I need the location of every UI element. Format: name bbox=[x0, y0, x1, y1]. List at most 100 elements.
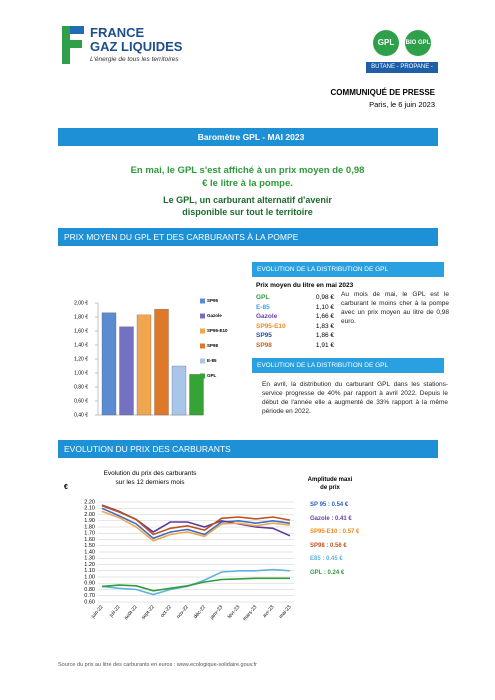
y-tick-label: 1.60 bbox=[84, 537, 95, 543]
x-tick-label: août-22 bbox=[123, 604, 139, 621]
bar bbox=[119, 326, 134, 416]
bar-chart: 0,40 € 0,60 € 0,80 € 1,00 € 1,20 € 1,40 € 1,60… bbox=[74, 298, 228, 418]
y-tick-label: 1.30 bbox=[84, 556, 95, 562]
amplitude-label: SP98 : 0.56 € bbox=[310, 542, 347, 549]
headline: En mai, le GPL s'est affiché à un prix m… bbox=[130, 165, 365, 189]
products-bar: BUTANE - PROPANE - BIOGAZ bbox=[366, 62, 438, 81]
title-bar: Baromètre GPL - MAI 2023 bbox=[58, 128, 438, 146]
table-row: GPL 0,98 € bbox=[254, 293, 336, 303]
title-line: Evolution du prix des carburants bbox=[104, 470, 198, 477]
doc-type: COMMUNIQUÉ DE PRESSE bbox=[330, 88, 435, 97]
y-tick-label: 0,40 € bbox=[74, 412, 88, 418]
table-row: SP98 1,91 € bbox=[254, 341, 336, 351]
legend-swatch bbox=[200, 343, 205, 349]
table-cell: 1,66 € bbox=[315, 313, 334, 320]
y-tick-label: 2,00 € bbox=[74, 300, 88, 306]
y-tick-label: 2.20 bbox=[84, 499, 95, 505]
source: Source du prix au litre des carburants e… bbox=[58, 662, 257, 668]
table-cell: Gazole bbox=[256, 313, 278, 320]
table-cell: 1,83 € bbox=[315, 322, 334, 330]
x-tick-label: janv-23 bbox=[208, 604, 224, 621]
y-tick-label: 0.80 bbox=[84, 587, 95, 593]
table-cell: 1,91 € bbox=[315, 341, 334, 349]
chart-title: Evolution du prix des carburants sur les … bbox=[104, 470, 198, 486]
table-cell: 1,10 € bbox=[315, 303, 334, 311]
legend-swatch bbox=[200, 328, 205, 334]
table-cell: GPL bbox=[256, 294, 270, 301]
section-bar: PRIX MOYEN DU GPL ET DES CARBURANTS À LA… bbox=[58, 228, 438, 246]
legend-label: SP98 bbox=[207, 343, 219, 348]
table-row: E-85 1,10 € bbox=[254, 303, 336, 313]
table-title: Prix moyen du litre en mai 2023 bbox=[256, 282, 354, 289]
y-tick-label: 0.90 bbox=[84, 581, 95, 587]
amplitude-label: SP 95 : 0.54 € bbox=[310, 502, 349, 508]
y-tick-label: 1,80 € bbox=[74, 314, 88, 320]
y-tick-label: 1.80 bbox=[84, 524, 95, 530]
brand: FRANCE GAZ LIQUIDES bbox=[90, 26, 182, 54]
badge: BIO GPL bbox=[405, 30, 431, 56]
legend-label: E-85 bbox=[207, 358, 217, 363]
table-row: SP95 1,86 € bbox=[254, 331, 336, 341]
legend-label: SP95 bbox=[207, 298, 219, 303]
x-tick-label: nov-22 bbox=[176, 604, 191, 620]
line-series bbox=[101, 568, 291, 596]
line-series bbox=[101, 507, 291, 540]
legend-swatch bbox=[200, 358, 205, 364]
brand-line1: FRANCE bbox=[90, 25, 145, 40]
y-tick-label: 1.20 bbox=[84, 562, 95, 568]
x-tick-label: juin-22 bbox=[90, 604, 105, 620]
x-tick-label: sept-22 bbox=[140, 604, 155, 621]
tagline: L'énergie de tous les territoires bbox=[90, 56, 179, 63]
bar bbox=[171, 365, 187, 416]
table-cell: SP98 bbox=[256, 341, 272, 349]
table-cell: 1,86 € bbox=[315, 332, 334, 339]
bar bbox=[154, 309, 169, 416]
line-series bbox=[101, 510, 291, 542]
y-tick-label: 0,60 € bbox=[74, 398, 88, 404]
table-cell: SP95-E10 bbox=[256, 322, 286, 330]
x-tick-label: juil-22 bbox=[108, 604, 122, 619]
date: Paris, le 6 juin 2023 bbox=[369, 100, 435, 109]
amplitude-label: SP95-E10 : 0.57 € bbox=[310, 529, 360, 535]
amplitude-list: SP 95 : 0.54 € Gazole : 0.41 € SP95-E10 : … bbox=[310, 502, 400, 583]
x-tick-label: déc-22 bbox=[193, 604, 208, 620]
table-cell: SP95 bbox=[256, 332, 272, 339]
line-series bbox=[101, 577, 290, 592]
table-row: SP95-E10 1,83 € bbox=[254, 322, 336, 332]
brand-line2: GAZ LIQUIDES bbox=[90, 39, 183, 54]
table-cell: 0,98 € bbox=[315, 294, 334, 301]
panel-title: EVOLUTION DE LA DISTRIBUTION DE GPL bbox=[252, 358, 444, 373]
y-tick-label: 0.60 bbox=[84, 599, 95, 605]
y-tick-label: 0,80 € bbox=[74, 384, 88, 390]
x-tick-label: févr-23 bbox=[227, 604, 242, 620]
y-tick-label: 1.00 bbox=[84, 574, 95, 580]
amplitude-label: Gazole : 0.41 € bbox=[310, 515, 352, 522]
legend-swatch bbox=[200, 373, 205, 379]
amplitude-title: Amplitude maxi de prix bbox=[307, 477, 353, 491]
bar bbox=[189, 374, 204, 416]
legend-label: SP95-E10 bbox=[207, 328, 228, 333]
y-tick-label: 2.00 bbox=[84, 512, 95, 518]
title-line: sur les 12 derniers mois bbox=[116, 479, 186, 486]
y-tick-label: 1.90 bbox=[84, 518, 95, 524]
y-axis-label: € bbox=[64, 484, 68, 491]
amplitude-label: E85 : 0.45 € bbox=[310, 556, 343, 562]
panel-title: EVOLUTION DE LA DISTRIBUTION DE GPL bbox=[252, 262, 444, 277]
legend-swatch bbox=[200, 298, 205, 304]
legend-label: GPL bbox=[207, 373, 217, 378]
table-cell: E-85 bbox=[256, 303, 270, 311]
price-table: GPL 0,98 € E-85 1,10 € Gazole 1,66 € SP95-E10 1… bbox=[254, 293, 336, 350]
legend-swatch bbox=[200, 313, 205, 319]
y-tick-label: 1,00 € bbox=[74, 370, 88, 376]
x-tick-label: mars-23 bbox=[242, 604, 259, 622]
section-bar: EVOLUTION DU PRIX DES CARBURANTS bbox=[58, 440, 438, 458]
x-tick-label: oct-22 bbox=[159, 604, 173, 619]
badge: GPL bbox=[373, 30, 399, 56]
logo-icon bbox=[62, 26, 84, 64]
y-tick-label: 1.10 bbox=[84, 568, 95, 574]
y-tick-label: 1.70 bbox=[84, 531, 95, 537]
y-tick-label: 0.70 bbox=[84, 593, 95, 599]
paragraph: Au mois de mai, le GPL est le carburant … bbox=[341, 291, 449, 325]
line-chart: Evolution du prix des carburants sur les … bbox=[64, 470, 294, 622]
